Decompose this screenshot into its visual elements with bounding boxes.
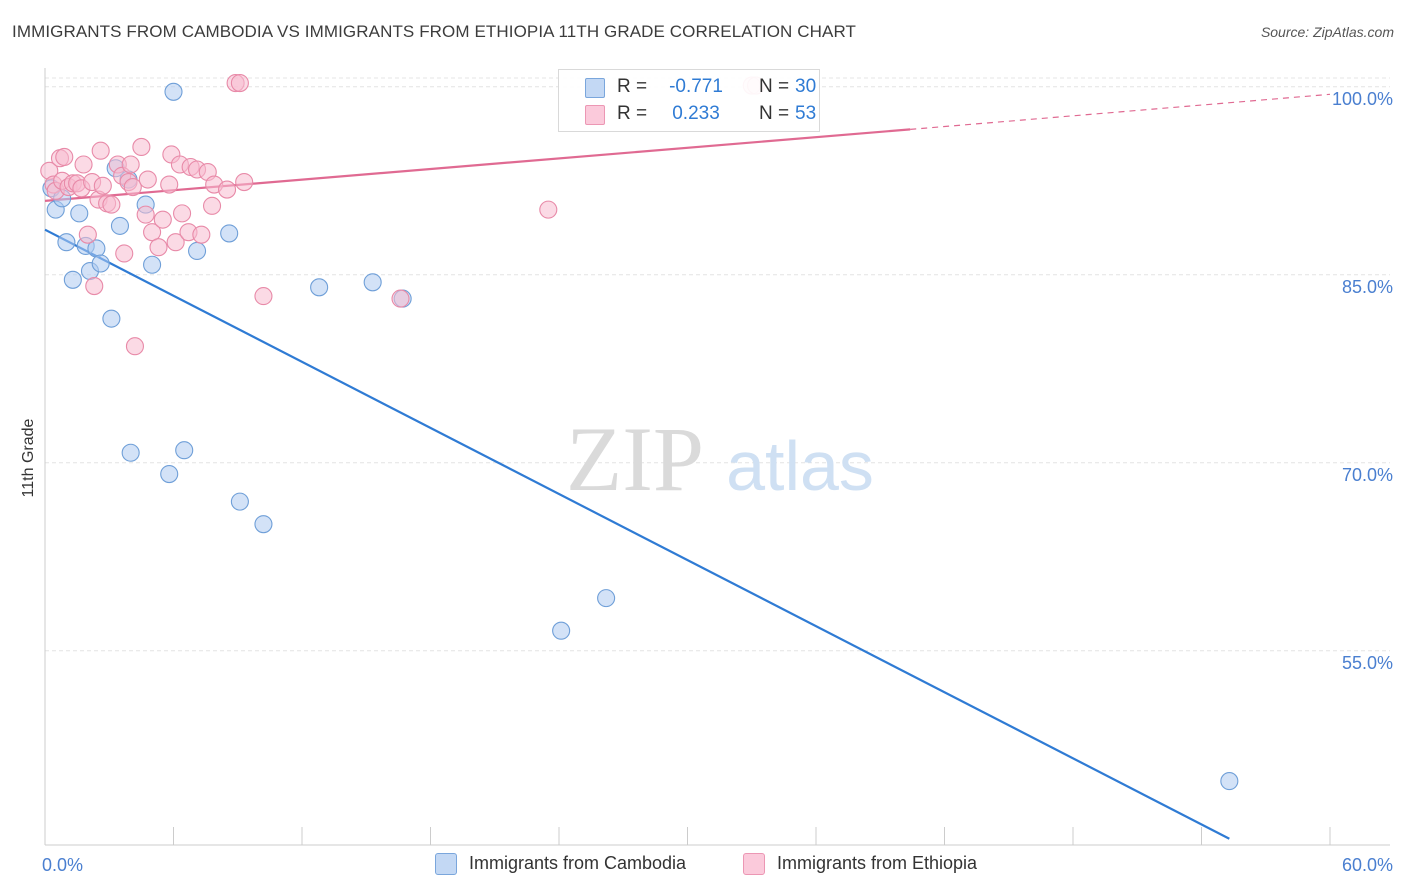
ethiopia-point xyxy=(203,196,222,215)
chart-title: IMMIGRANTS FROM CAMBODIA VS IMMIGRANTS F… xyxy=(12,22,857,41)
cambodia-point xyxy=(102,309,121,328)
cambodia-point xyxy=(164,82,183,101)
cambodia-trend-line xyxy=(44,228,1230,840)
watermark-atlas: atlas xyxy=(726,427,874,505)
ethiopia-point xyxy=(173,204,192,223)
ethiopia-point xyxy=(136,205,155,224)
legend-swatch-ethiopia xyxy=(585,105,605,125)
cambodia-point xyxy=(143,255,162,274)
legend-n-label: N = xyxy=(759,103,790,124)
cambodia-point xyxy=(175,441,194,460)
y-tick-label: 70.0% xyxy=(1342,465,1393,485)
y-axis-label: 11th Grade xyxy=(20,418,37,498)
cambodia-point xyxy=(63,270,82,289)
bottom-legend-swatch-ethiopia xyxy=(743,853,765,875)
legend-r-value-ethiopia: 0.233 xyxy=(672,103,720,124)
ethiopia-trend-line xyxy=(44,128,911,202)
trend-lines xyxy=(44,93,1331,840)
ethiopia-point xyxy=(166,233,185,252)
y-tick-label: 85.0% xyxy=(1342,277,1393,297)
bottom-legend-label-ethiopia: Immigrants from Ethiopia xyxy=(777,853,978,873)
ethiopia-point xyxy=(143,223,162,242)
ethiopia-point xyxy=(55,147,74,167)
source-label: Source: ZipAtlas.com xyxy=(1260,24,1394,40)
watermark: ZIP atlas xyxy=(566,408,874,510)
cambodia-point xyxy=(363,273,382,292)
ethiopia-point xyxy=(102,195,121,214)
tick-labels: 55.0% 70.0% 85.0% 100.0% 0.0% 60.0% xyxy=(42,89,1393,875)
ethiopia-point xyxy=(254,287,273,306)
ethiopia-point xyxy=(78,225,97,244)
ethiopia-point xyxy=(230,73,249,93)
cambodia-point xyxy=(254,515,273,534)
cambodia-point xyxy=(230,492,249,511)
ethiopia-point xyxy=(115,244,134,263)
ethiopia-point xyxy=(391,289,410,308)
ethiopia-point xyxy=(85,277,104,296)
ethiopia-point xyxy=(132,137,151,157)
legend-n-label: N = xyxy=(759,76,790,97)
cambodia-point xyxy=(188,241,207,261)
ethiopia-point xyxy=(153,210,172,229)
legend-n-value-ethiopia: 53 xyxy=(795,103,817,124)
stats-legend: R = -0.771 N = 30 R = 0.233 N = 53 xyxy=(558,69,820,132)
cambodia-point xyxy=(220,224,239,243)
cambodia-point xyxy=(121,443,140,462)
y-tick-label: 100.0% xyxy=(1332,89,1393,109)
cambodia-point xyxy=(160,464,179,484)
x-tick-label: 0.0% xyxy=(42,855,83,875)
ethiopia-point xyxy=(74,155,93,174)
ethiopia-point xyxy=(192,225,211,244)
bottom-legend-swatch-cambodia xyxy=(435,853,457,875)
ethiopia-point xyxy=(91,141,110,160)
cambodia-point xyxy=(57,233,76,252)
data-points xyxy=(40,73,1239,791)
ethiopia-point xyxy=(123,178,142,197)
ethiopia-point xyxy=(121,155,140,174)
legend-r-label: R = xyxy=(617,103,648,124)
ethiopia-trend-extension xyxy=(910,93,1331,131)
ethiopia-point xyxy=(138,170,157,189)
x-tick-label: 60.0% xyxy=(1342,855,1393,875)
ethiopia-point xyxy=(93,176,112,195)
cambodia-point xyxy=(110,216,130,235)
cambodia-point xyxy=(597,589,616,608)
ethiopia-point xyxy=(149,238,168,257)
legend-swatch-cambodia xyxy=(585,78,605,98)
legend-r-value-cambodia: -0.771 xyxy=(669,76,723,97)
cambodia-point xyxy=(1220,772,1239,791)
legend-n-value-cambodia: 30 xyxy=(795,76,817,97)
cambodia-point xyxy=(552,621,571,640)
gridlines xyxy=(45,77,1390,652)
cambodia-point xyxy=(70,204,89,223)
ethiopia-point xyxy=(160,175,179,194)
watermark-zip: ZIP xyxy=(566,408,704,510)
bottom-legend-label-cambodia: Immigrants from Cambodia xyxy=(469,853,687,873)
cambodia-point xyxy=(310,278,329,297)
ethiopia-point xyxy=(235,172,254,192)
axes xyxy=(44,68,1390,846)
y-tick-label: 55.0% xyxy=(1342,653,1393,673)
ethiopia-point xyxy=(125,337,144,356)
cambodia-point xyxy=(91,254,110,273)
ethiopia-point xyxy=(539,200,558,219)
legend-r-label: R = xyxy=(617,76,648,97)
ethiopia-point xyxy=(217,180,237,199)
